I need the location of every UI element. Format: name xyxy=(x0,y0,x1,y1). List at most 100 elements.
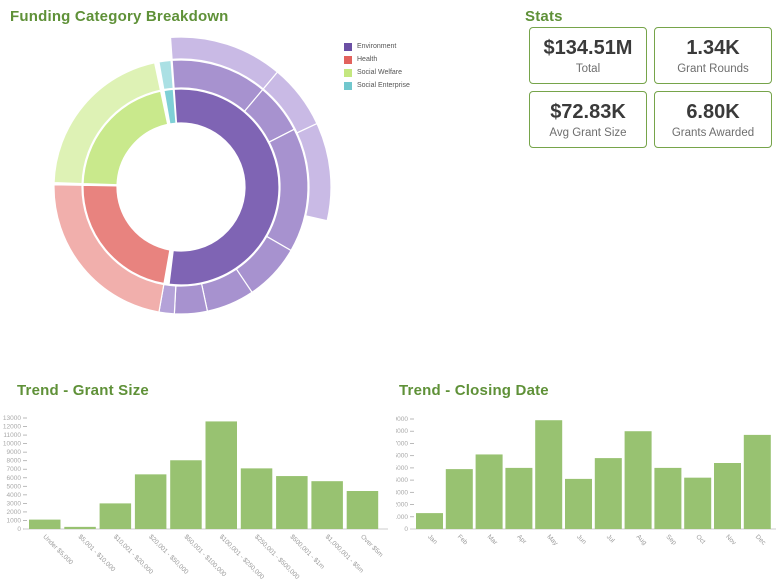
trend-grant-size-title: Trend - Grant Size xyxy=(17,382,149,399)
stat-card-total: $134.51M Total xyxy=(529,27,647,84)
legend-swatch xyxy=(344,81,352,90)
sunburst-segment-subcategory[interactable] xyxy=(158,59,174,91)
y-tick-label: 5000 xyxy=(396,465,408,472)
legend-label: Health xyxy=(357,56,378,63)
x-tick-label: $500,001 - $1m xyxy=(288,533,325,570)
funding-sunburst-chart[interactable] xyxy=(6,26,356,356)
y-tick-label: 6000 xyxy=(396,453,408,460)
stat-value: 1.34K xyxy=(686,36,740,59)
bar[interactable] xyxy=(475,454,503,529)
sunburst-segment-detail[interactable] xyxy=(296,122,332,222)
y-tick-label: 9000 xyxy=(7,449,22,456)
legend-item[interactable]: Social Welfare xyxy=(344,66,410,79)
bar[interactable] xyxy=(505,467,533,529)
sunburst-segment-category[interactable] xyxy=(82,184,171,285)
y-tick-label: 4000 xyxy=(396,477,408,484)
bar[interactable] xyxy=(134,474,167,529)
bar[interactable] xyxy=(64,526,96,529)
bar[interactable] xyxy=(416,513,443,529)
y-tick-label: 8000 xyxy=(396,428,408,435)
stats-grid: $134.51M Total 1.34K Grant Rounds $72.83… xyxy=(529,27,772,148)
y-tick-label: 1000 xyxy=(7,517,22,524)
stats-title: Stats xyxy=(525,8,563,25)
sunburst-legend: Environment Health Social Welfare Social En… xyxy=(344,40,410,92)
y-tick-label: 12000 xyxy=(3,424,21,431)
bar[interactable] xyxy=(311,481,343,529)
legend-item[interactable]: Environment xyxy=(344,40,410,53)
bar[interactable] xyxy=(205,421,238,529)
y-tick-label: 6000 xyxy=(7,475,22,482)
y-tick-label: 13000 xyxy=(3,415,21,422)
y-tick-label: 7000 xyxy=(7,466,22,473)
y-tick-label: 1000 xyxy=(396,514,408,521)
legend-swatch xyxy=(344,55,352,64)
x-tick-label: Sep xyxy=(664,533,677,546)
sunburst-segment-subcategory[interactable] xyxy=(173,283,209,315)
bar[interactable] xyxy=(99,503,132,529)
bar[interactable] xyxy=(594,458,622,529)
y-tick-label: 2000 xyxy=(396,502,408,509)
legend-label: Social Welfare xyxy=(357,69,403,76)
y-tick-label: 3000 xyxy=(7,500,22,507)
bar[interactable] xyxy=(276,476,308,529)
legend-item[interactable]: Health xyxy=(344,53,410,66)
legend-swatch xyxy=(344,42,352,51)
legend-swatch xyxy=(344,68,352,77)
stat-label: Grants Awarded xyxy=(671,126,755,139)
x-tick-label: Aug xyxy=(635,533,648,546)
x-tick-label: Nov xyxy=(724,533,738,547)
stat-card-grants-awarded: 6.80K Grants Awarded xyxy=(654,91,772,148)
stat-value: $134.51M xyxy=(543,36,633,59)
x-tick-label: May xyxy=(545,533,559,547)
y-tick-label: 7000 xyxy=(396,440,408,447)
x-tick-label: Apr xyxy=(515,533,528,546)
x-tick-label: $10,001 - $20,000 xyxy=(112,533,155,576)
bar[interactable] xyxy=(714,463,741,529)
bar[interactable] xyxy=(654,467,682,529)
bar[interactable] xyxy=(535,420,563,529)
stat-label: Total xyxy=(575,62,601,75)
x-tick-label: Over $5m xyxy=(359,533,384,558)
y-tick-label: 4000 xyxy=(7,492,22,499)
y-tick-label: 11000 xyxy=(3,432,21,439)
bar[interactable] xyxy=(624,431,652,529)
sunburst-segment-subcategory[interactable] xyxy=(53,184,165,313)
y-tick-label: 8000 xyxy=(7,458,22,465)
closing-date-bar-chart[interactable]: 0 1000 2000 3000 4000 5000 6000 7000 8000 9000 Jan… xyxy=(396,403,782,579)
x-tick-label: Oct xyxy=(694,533,706,545)
bar[interactable] xyxy=(29,519,61,529)
stat-value: $72.83K xyxy=(550,100,626,123)
x-tick-label: Jan xyxy=(426,533,439,546)
bar[interactable] xyxy=(743,434,771,529)
stat-label: Avg Grant Size xyxy=(549,126,627,139)
bar[interactable] xyxy=(684,477,712,529)
sunburst-segment-category[interactable] xyxy=(168,88,280,286)
sunburst-segment-subcategory[interactable] xyxy=(53,62,162,185)
stat-card-grant-rounds: 1.34K Grant Rounds xyxy=(654,27,772,84)
y-tick-label: 10000 xyxy=(3,441,21,448)
bar[interactable] xyxy=(346,491,379,529)
funding-breakdown-title: Funding Category Breakdown xyxy=(10,8,229,25)
bar[interactable] xyxy=(445,469,473,529)
x-tick-label: Jul xyxy=(605,533,616,544)
sunburst-segment-category[interactable] xyxy=(163,88,177,125)
y-tick-label: 3000 xyxy=(396,489,408,496)
y-tick-label: 0 xyxy=(17,526,21,533)
legend-item[interactable]: Social Enterprise xyxy=(344,79,410,92)
x-tick-label: Feb xyxy=(456,533,469,546)
bar[interactable] xyxy=(170,460,202,529)
bar[interactable] xyxy=(565,478,592,529)
stat-card-avg-grant-size: $72.83K Avg Grant Size xyxy=(529,91,647,148)
sunburst-segment-category[interactable] xyxy=(82,90,169,186)
x-tick-label: Under $5,000 xyxy=(41,533,74,566)
x-tick-label: Dec xyxy=(754,533,768,547)
legend-label: Social Enterprise xyxy=(357,82,410,89)
trend-closing-date-title: Trend - Closing Date xyxy=(399,382,549,399)
y-tick-label: 5000 xyxy=(7,483,22,490)
y-tick-label: 0 xyxy=(404,526,408,533)
bar[interactable] xyxy=(240,468,273,529)
x-tick-label: Jun xyxy=(575,533,588,546)
x-tick-label: $1,000,001 - $5m xyxy=(324,533,365,574)
legend-label: Environment xyxy=(357,43,397,50)
